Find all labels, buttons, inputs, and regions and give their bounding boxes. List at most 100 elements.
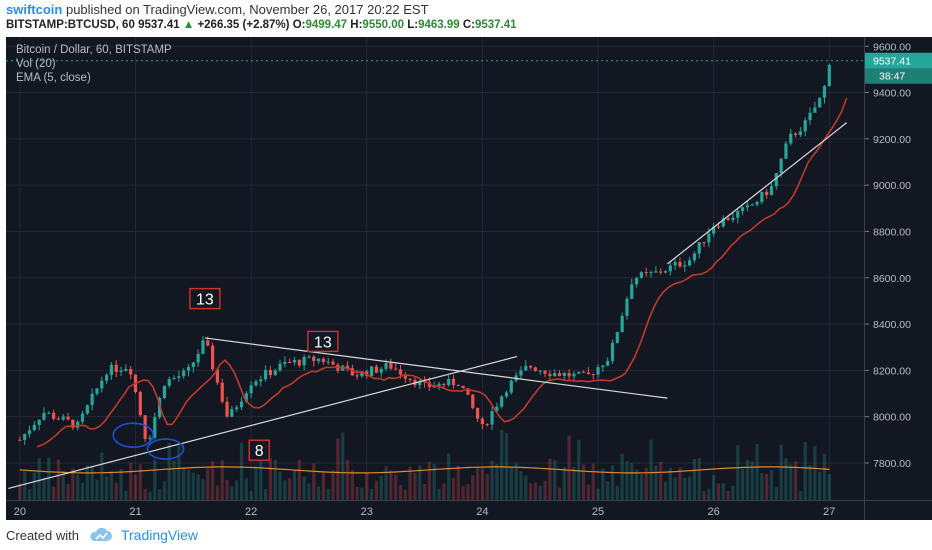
- price-axis[interactable]: 7800.00 8000.00 8200.00 8400.00 8600.00 8800.…: [864, 37, 932, 500]
- volume-bar: [66, 484, 70, 500]
- author-link[interactable]: swiftcoin: [6, 2, 63, 17]
- candle-body: [456, 385, 460, 387]
- volume-bar: [553, 460, 557, 500]
- volume-bar: [201, 479, 205, 500]
- volume-bar: [418, 465, 422, 500]
- candles: [18, 63, 831, 445]
- candle-body: [596, 367, 600, 375]
- candle-body: [567, 372, 571, 377]
- count-label: 8: [255, 443, 264, 460]
- volume-bar: [374, 480, 379, 500]
- volume-bar: [244, 478, 248, 500]
- volume-bar: [129, 462, 133, 500]
- candle-body: [774, 173, 778, 187]
- candle-body: [755, 201, 759, 205]
- volume-bar: [413, 472, 417, 500]
- candle-body: [745, 205, 750, 208]
- candle-body: [394, 368, 398, 370]
- candle-body: [822, 86, 827, 98]
- volume-bar: [784, 458, 788, 500]
- volume-bar: [543, 480, 547, 500]
- volume-bar: [514, 463, 518, 500]
- count-label-box: [307, 330, 339, 353]
- candle-body: [683, 265, 687, 267]
- highlight-ellipse: [146, 438, 185, 460]
- volume-bar: [403, 489, 407, 500]
- candle-body: [480, 418, 485, 425]
- volume-bar: [495, 464, 499, 500]
- candle-body: [225, 401, 229, 417]
- volume-bar: [408, 466, 412, 500]
- volume-bar: [119, 468, 123, 500]
- candle-body: [615, 332, 619, 343]
- candle-body: [654, 271, 658, 273]
- volume-bar: [379, 475, 383, 500]
- change-value: +266.35 (+2.87%): [197, 19, 290, 31]
- candle-body: [23, 433, 27, 440]
- candle-body: [157, 398, 162, 418]
- time-tick-label: 27: [823, 506, 835, 518]
- volume-bar: [114, 482, 118, 500]
- volume-bar: [321, 472, 326, 500]
- volume-bar: [182, 467, 186, 500]
- time-tick-label: 24: [476, 506, 488, 518]
- candle-body: [172, 377, 176, 380]
- candle-body: [215, 369, 220, 383]
- annotations[interactable]: 13 13 8: [112, 287, 339, 461]
- volume-bar: [659, 461, 663, 500]
- high-value: 9550.00: [362, 19, 404, 31]
- volume-bar: [225, 479, 229, 500]
- volume-bar: [52, 486, 56, 500]
- volume-bar: [769, 470, 774, 500]
- volume-bar: [779, 444, 783, 500]
- candle-body: [808, 112, 812, 121]
- candle-body: [793, 133, 798, 136]
- candle-body: [201, 340, 205, 354]
- volume-bar: [138, 464, 142, 500]
- candle-body: [326, 361, 330, 363]
- candle-body: [355, 375, 359, 377]
- publish-line: swiftcoin published on TradingView.com, …: [6, 2, 429, 19]
- volume-bar: [528, 483, 533, 500]
- volume-bar: [437, 488, 441, 500]
- volume-bar: [215, 485, 220, 500]
- volume-bar: [606, 481, 610, 500]
- candle-body: [331, 361, 335, 365]
- chart-pane[interactable]: 13 13 8 Bitcoin / Dollar, 60, BITSTAMP Vol…: [6, 37, 864, 500]
- volume-bar: [124, 490, 128, 500]
- candle-body: [129, 369, 133, 375]
- volume-bar: [32, 472, 36, 500]
- candle-body: [471, 394, 475, 408]
- volume-bar: [687, 476, 692, 500]
- volume-bar: [172, 460, 176, 500]
- trendlines[interactable]: [6, 60, 864, 490]
- candle-body: [784, 143, 788, 159]
- chart-svg[interactable]: 13 13 8: [6, 37, 864, 500]
- candle-body: [167, 379, 171, 386]
- price-tick-label: 8600.00: [873, 273, 911, 285]
- price-tick-label: 8400.00: [873, 319, 911, 331]
- last-price-tag: [865, 52, 932, 69]
- time-axis[interactable]: 20 21 22 23 24 25 26 27: [6, 500, 864, 520]
- volume-bar: [355, 486, 359, 500]
- volume-bar: [567, 435, 571, 500]
- price-tick-label: 8000.00: [873, 412, 911, 424]
- volume-bar: [105, 476, 109, 500]
- candle-body: [562, 372, 566, 377]
- candle-body: [206, 340, 210, 346]
- volume-bar: [278, 471, 282, 500]
- volume-bar: [153, 459, 157, 500]
- legend-title: Bitcoin / Dollar, 60, BITSTAMP: [16, 44, 172, 56]
- candle-body: [557, 373, 562, 377]
- volume-bar: [716, 483, 721, 500]
- candle-body: [818, 97, 822, 108]
- footer: Created with TradingView: [6, 522, 198, 548]
- axis-corner: [864, 500, 932, 520]
- candle-body: [451, 378, 456, 386]
- candle-body: [177, 376, 181, 378]
- volume-bar: [736, 445, 740, 500]
- candle-body: [263, 370, 268, 380]
- chart-legend: Bitcoin / Dollar, 60, BITSTAMP Vol (20) …: [16, 43, 172, 85]
- volume-bar: [268, 458, 273, 500]
- tradingview-brand[interactable]: TradingView: [120, 527, 199, 543]
